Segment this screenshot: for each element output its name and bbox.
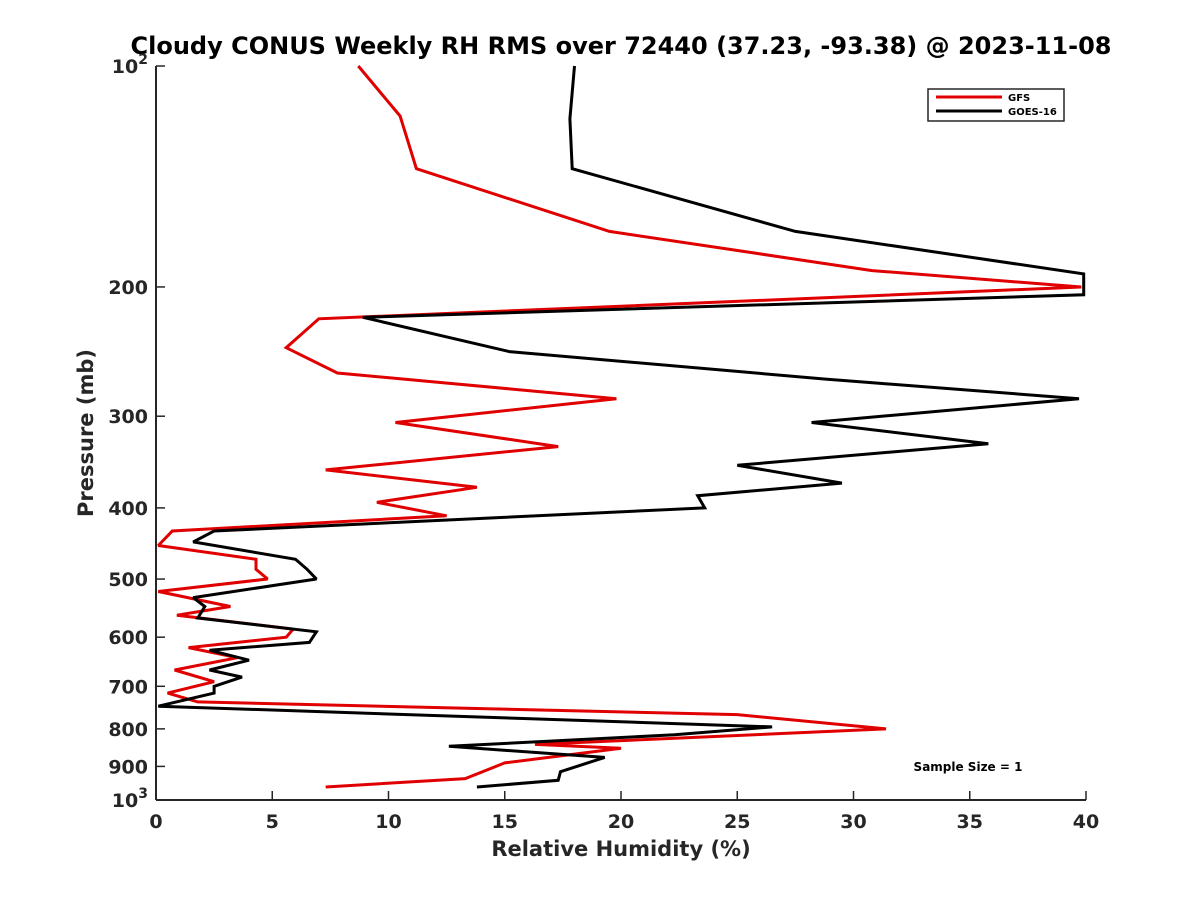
x-tick-label: 20 [608,811,634,833]
chart-title: Cloudy CONUS Weekly RH RMS over 72440 (3… [131,32,1112,60]
x-tick-label: 15 [492,811,518,833]
y-tick-label: 200 [108,277,148,299]
legend-box [927,88,1065,122]
y-tick-label: 500 [108,569,148,591]
x-axis-label: Relative Humidity (%) [491,837,750,861]
series-line-gfs [157,65,1082,789]
data-series [157,65,1086,789]
series-line-goes-16 [157,65,1086,789]
y-tick-label: 700 [108,676,148,698]
legend-label: GFS [1008,93,1030,104]
y-tick-label: 300 [108,406,148,428]
legend-label: GOES-16 [1008,107,1057,118]
x-tick-label: 0 [149,811,162,833]
y-tick-label: 103 [112,786,148,812]
x-tick-label: 10 [375,811,401,833]
x-tick-label: 30 [840,811,866,833]
legend: GFS GOES-16 [927,88,1065,122]
x-tick-label: 35 [957,811,983,833]
x-tick-label: 25 [724,811,750,833]
y-tick-label: 102 [112,52,148,78]
y-tick-label: 900 [108,756,148,778]
y-axis-label: Pressure (mb) [74,349,98,517]
sample-size-annotation: Sample Size = 1 [914,760,1023,774]
x-tick-label: 40 [1073,811,1099,833]
x-tick-label: 5 [266,811,279,833]
y-tick-label: 600 [108,627,148,649]
y-tick-label: 800 [108,719,148,741]
y-tick-label: 400 [108,498,148,520]
